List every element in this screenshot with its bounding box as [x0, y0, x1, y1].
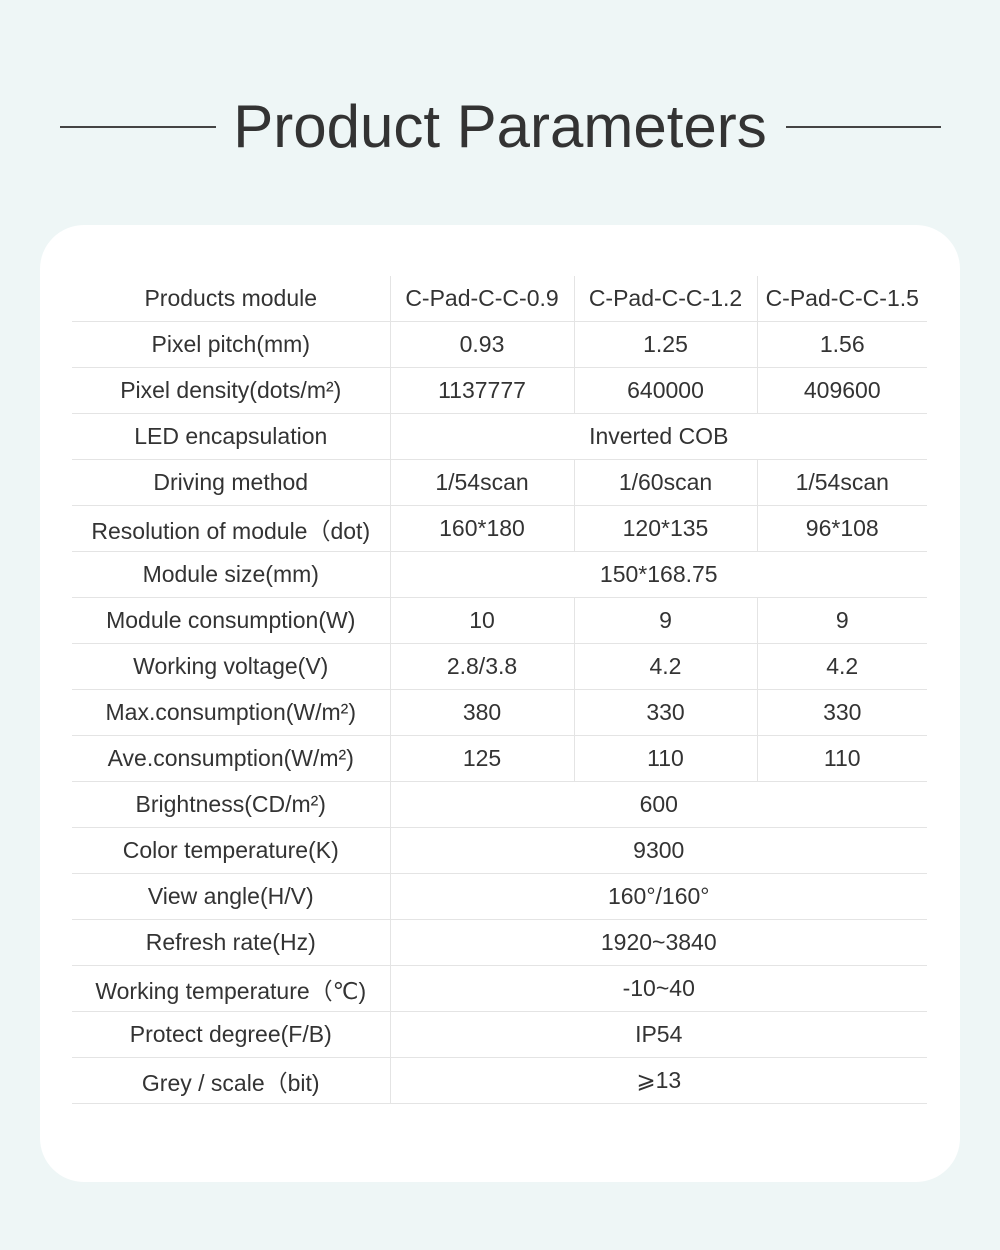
title-divider-left	[60, 126, 216, 128]
parameter-label: Working temperature（℃)	[72, 965, 390, 1012]
parameter-value: 4.2	[573, 643, 757, 690]
parameter-value: 330	[756, 689, 927, 736]
parameter-value: -10~40	[389, 965, 927, 1012]
parameter-value: 120*135	[573, 505, 757, 552]
parameter-value: 409600	[756, 367, 927, 414]
page-title: Product Parameters	[233, 93, 767, 160]
table-row: Working voltage(V) 2.8/3.8 4.2 4.2	[72, 643, 927, 690]
parameter-label: Pixel density(dots/m²)	[72, 367, 390, 414]
parameter-label: Pixel pitch(mm)	[72, 321, 390, 368]
table-row: Refresh rate(Hz) 1920~3840	[72, 919, 927, 966]
parameter-value: 110	[573, 735, 757, 782]
table-row: Module size(mm) 150*168.75	[72, 551, 927, 598]
parameter-label: Color temperature(K)	[72, 827, 390, 874]
table-row: Products module C-Pad-C-C-0.9 C-Pad-C-C-1.…	[72, 276, 927, 322]
parameter-label: Protect degree(F/B)	[72, 1011, 390, 1058]
parameter-value: 10	[389, 597, 574, 644]
parameter-value: 9300	[389, 827, 927, 874]
parameter-value: 1.25	[573, 321, 757, 368]
parameter-value: 1/54scan	[389, 459, 574, 506]
table-row: Pixel pitch(mm) 0.93 1.25 1.56	[72, 321, 927, 368]
parameter-value: 96*108	[756, 505, 927, 552]
table-row: Protect degree(F/B) IP54	[72, 1011, 927, 1058]
parameter-label: View angle(H/V)	[72, 873, 390, 920]
parameter-label: Products module	[72, 276, 390, 322]
parameter-value: Inverted COB	[389, 413, 927, 460]
table-row: Color temperature(K) 9300	[72, 827, 927, 874]
parameter-label: Refresh rate(Hz)	[72, 919, 390, 966]
parameter-value: 1137777	[389, 367, 574, 414]
parameter-value: 600	[389, 781, 927, 828]
table-row: Ave.consumption(W/m²) 125 110 110	[72, 735, 927, 782]
parameter-value: IP54	[389, 1011, 927, 1058]
parameter-label: Working voltage(V)	[72, 643, 390, 690]
parameter-value: 110	[756, 735, 927, 782]
table-row: Brightness(CD/m²) 600	[72, 781, 927, 828]
parameter-value: 1.56	[756, 321, 927, 368]
parameter-value: 2.8/3.8	[389, 643, 574, 690]
parameter-value: ⩾13	[389, 1057, 927, 1104]
parameter-value: 380	[389, 689, 574, 736]
table-row: Driving method 1/54scan 1/60scan 1/54scan	[72, 459, 927, 506]
table-row: Working temperature（℃) -10~40	[72, 965, 927, 1012]
parameter-value: C-Pad-C-C-1.2	[573, 276, 757, 322]
table-row: Module consumption(W) 10 9 9	[72, 597, 927, 644]
parameter-value: 9	[573, 597, 757, 644]
table-row: Grey / scale（bit) ⩾13	[72, 1057, 927, 1104]
title-divider-right	[786, 126, 941, 128]
parameter-label: Module consumption(W)	[72, 597, 390, 644]
parameter-value: 9	[756, 597, 927, 644]
parameter-value: 0.93	[389, 321, 574, 368]
table-row: LED encapsulation Inverted COB	[72, 413, 927, 460]
table-row: Pixel density(dots/m²) 1137777 640000 40960…	[72, 367, 927, 414]
parameter-label: Ave.consumption(W/m²)	[72, 735, 390, 782]
parameter-label: Module size(mm)	[72, 551, 390, 598]
header: Product Parameters	[0, 82, 1000, 172]
parameter-label: Brightness(CD/m²)	[72, 781, 390, 828]
table-row: Max.consumption(W/m²) 380 330 330	[72, 689, 927, 736]
parameter-value: 150*168.75	[389, 551, 927, 598]
parameter-value: 640000	[573, 367, 757, 414]
parameter-label: Grey / scale（bit)	[72, 1057, 390, 1104]
parameter-value: C-Pad-C-C-0.9	[389, 276, 574, 322]
parameter-label: Driving method	[72, 459, 390, 506]
parameter-value: 330	[573, 689, 757, 736]
parameter-value: 160*180	[389, 505, 574, 552]
table-row: Resolution of module（dot) 160*180 120*135 9…	[72, 505, 927, 552]
parameter-value: 1/60scan	[573, 459, 757, 506]
parameter-value: 1/54scan	[756, 459, 927, 506]
parameter-label: Resolution of module（dot)	[72, 505, 390, 552]
parameters-table: Products module C-Pad-C-C-0.9 C-Pad-C-C-1.…	[72, 276, 927, 1104]
parameter-value: 160°/160°	[389, 873, 927, 920]
parameter-value: 125	[389, 735, 574, 782]
parameter-value: 1920~3840	[389, 919, 927, 966]
table-row: View angle(H/V) 160°/160°	[72, 873, 927, 920]
parameter-value: C-Pad-C-C-1.5	[756, 276, 927, 322]
parameters-card: Products module C-Pad-C-C-0.9 C-Pad-C-C-1.…	[40, 225, 960, 1182]
parameter-value: 4.2	[756, 643, 927, 690]
parameter-label: Max.consumption(W/m²)	[72, 689, 390, 736]
parameter-label: LED encapsulation	[72, 413, 390, 460]
